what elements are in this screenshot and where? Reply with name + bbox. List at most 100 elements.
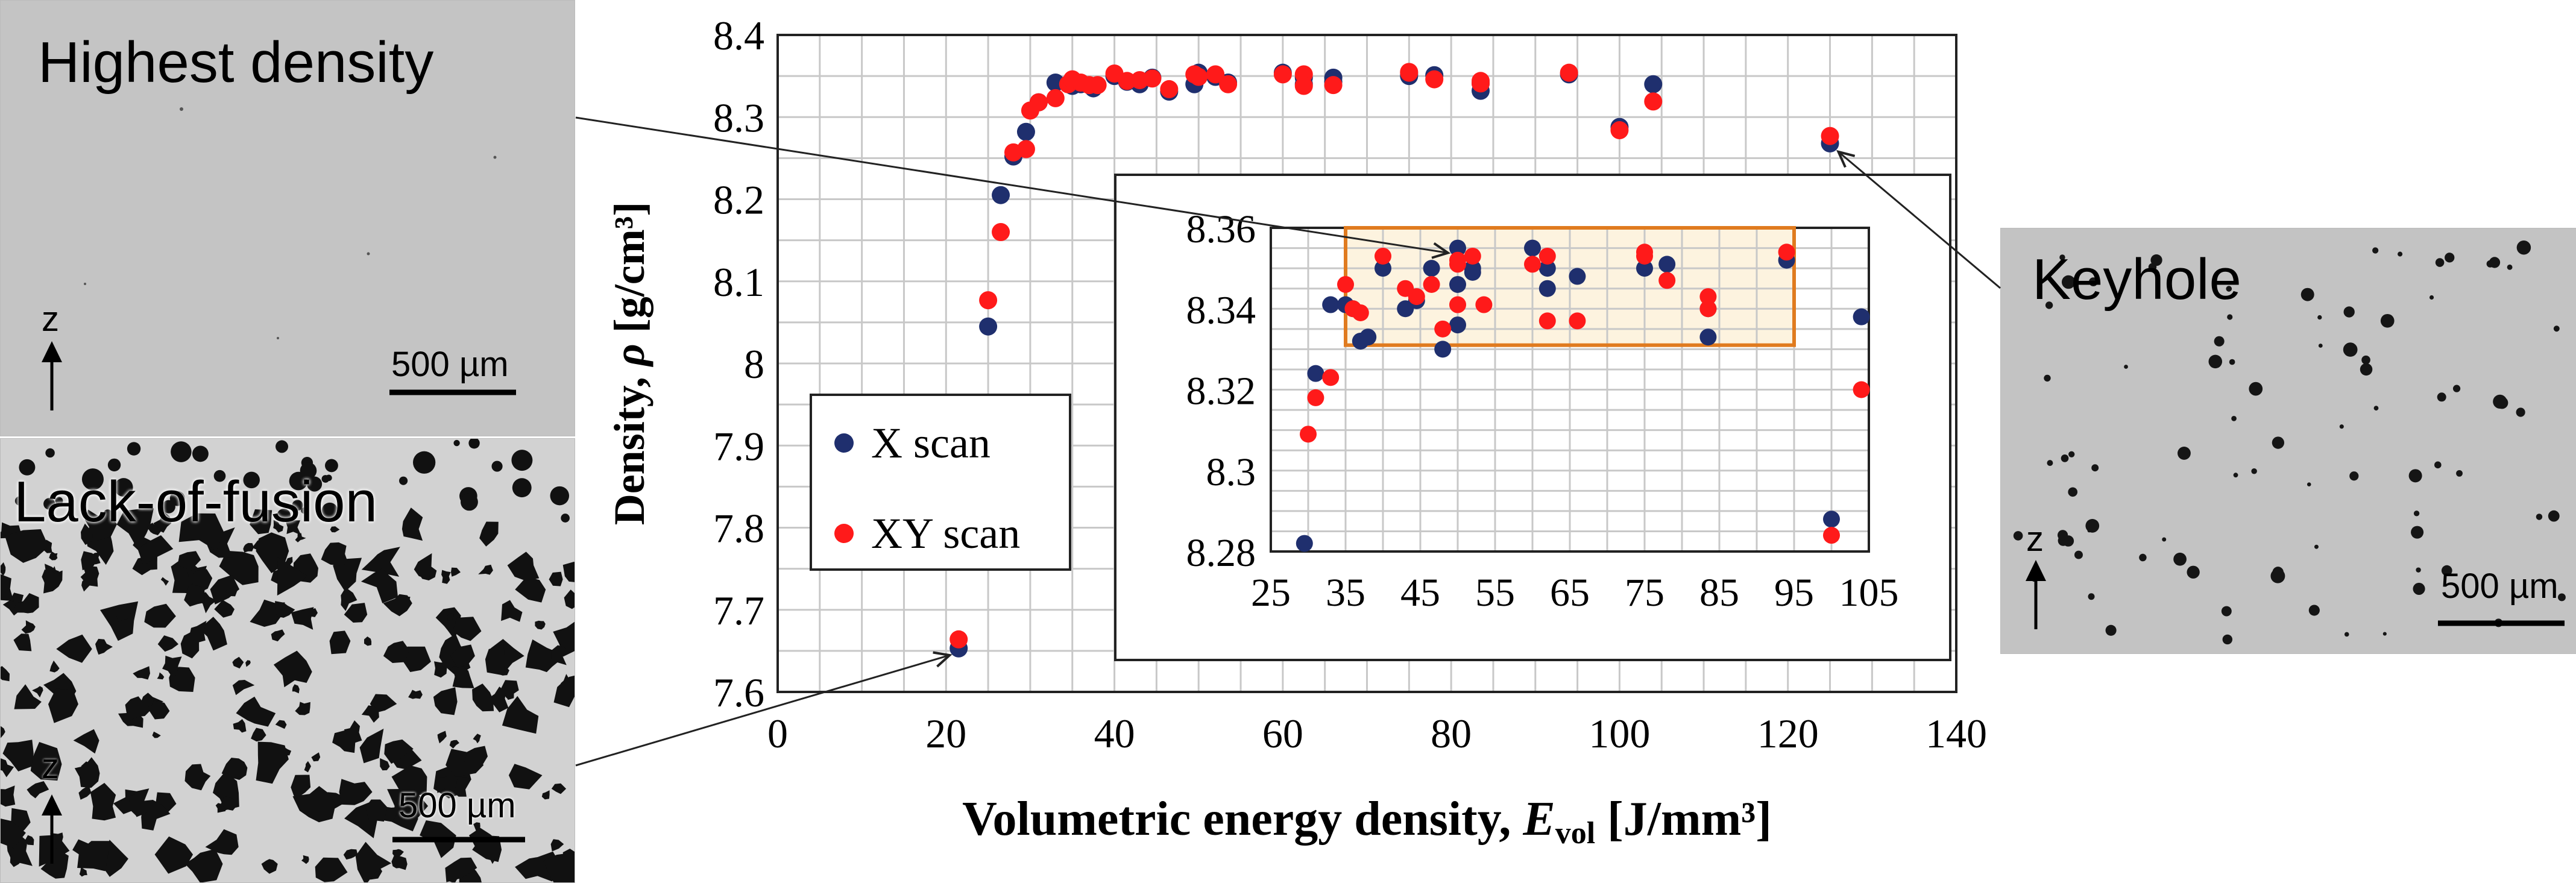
inset-point-x-scan (1464, 263, 1481, 281)
inset-point-xy-scan (1449, 296, 1466, 313)
lof-pore (250, 509, 272, 535)
inset-point-xy-scan (1423, 275, 1440, 293)
lof-pore (295, 533, 306, 542)
legend-marker-xy-scan (834, 524, 854, 543)
lof-pore (364, 636, 372, 646)
main-point-xy-scan (1425, 70, 1444, 89)
lof-pore (549, 571, 563, 586)
main-y-axis-title: Density, ρ [g/cm³] (605, 202, 653, 526)
lof-pore (449, 740, 459, 749)
lof-pore (451, 567, 461, 577)
lof-pore (535, 620, 546, 630)
micrograph-highest-texture (42, 72, 516, 410)
keyhole-pore (2361, 355, 2370, 365)
lof-pore (561, 514, 570, 523)
keyhole-pore (2088, 277, 2098, 287)
lof-pore (27, 781, 49, 799)
inset-point-x-scan (1296, 535, 1313, 552)
main-y-tick-label: 7.7 (713, 588, 764, 633)
lof-pore (214, 600, 235, 618)
lof-pore (315, 857, 348, 882)
main-point-x-scan (992, 186, 1010, 204)
inset-point-xy-scan (1853, 381, 1870, 398)
keyhole-pore (2178, 447, 2191, 460)
lof-pore (127, 442, 141, 456)
legend-box (810, 394, 1071, 571)
lof-pore (81, 551, 98, 570)
lof-pore (19, 459, 36, 476)
legend-label-x-scan: X scan (871, 419, 990, 467)
lof-pore (55, 497, 63, 505)
keyhole-pore (2091, 464, 2099, 472)
lof-pore (551, 645, 567, 665)
lof-pore (472, 683, 494, 712)
keyhole-pore (2445, 253, 2455, 263)
legend-label-xy-scan: XY scan (871, 509, 1020, 558)
keyhole-pore (2270, 568, 2285, 583)
inset-y-tick-label: 8.34 (1186, 288, 1256, 332)
lof-pore (42, 569, 63, 594)
lof-pore (479, 521, 499, 547)
lof-pore (295, 702, 310, 715)
inset-point-xy-scan (1636, 247, 1653, 265)
lof-pore (550, 486, 570, 506)
inset-point-x-scan (1434, 341, 1452, 358)
lof-pore (321, 475, 330, 483)
lof-pore (162, 655, 182, 680)
lof-pore (507, 551, 540, 581)
lof-pore (52, 566, 60, 574)
inset-point-x-scan (1699, 328, 1717, 346)
inset-x-tick-label: 95 (1774, 571, 1814, 615)
main-point-xy-scan (1472, 74, 1490, 93)
lof-pore (261, 859, 278, 874)
lof-pore (5, 529, 49, 563)
lof-pore (292, 500, 303, 511)
scale-label-keyhole: 500 µm (2441, 567, 2559, 606)
keyhole-pore (2187, 565, 2200, 579)
micrograph-keyhole: Keyhole 500 µm z (2000, 228, 2576, 654)
lof-pore (201, 617, 227, 651)
lof-pore (562, 561, 575, 582)
keyhole-pore (2435, 258, 2445, 267)
main-y-tick-label: 7.6 (713, 670, 764, 715)
lof-pore (1, 726, 5, 738)
keyhole-pore (2124, 365, 2128, 369)
lof-pore (478, 564, 493, 575)
keyhole-pore (2317, 315, 2322, 320)
keyhole-pore (2382, 632, 2387, 636)
lof-pore (402, 790, 417, 805)
keyhole-pore (2553, 325, 2560, 332)
x-title-var: E (1522, 793, 1555, 846)
main-y-tick-label: 7.8 (713, 506, 764, 551)
lof-pore (114, 478, 133, 497)
lof-pore (502, 696, 539, 734)
lof-pore (116, 508, 154, 550)
lof-pore (485, 644, 505, 676)
inset-x-tick-label: 85 (1699, 571, 1739, 615)
inset-point-x-scan (1658, 256, 1676, 273)
keyhole-pore (2150, 254, 2162, 266)
main-x-tick-label: 0 (767, 711, 788, 756)
lof-pore (233, 719, 247, 733)
inset-point-xy-scan (1408, 288, 1425, 306)
lof-pore (48, 688, 78, 723)
micrograph-lof-texture (1, 439, 575, 882)
lof-pore (383, 641, 410, 663)
lof-pore (301, 507, 307, 514)
main-point-xy-scan (949, 630, 968, 649)
lof-pore (13, 633, 32, 652)
main-point-xy-scan (979, 291, 998, 310)
lof-pore (157, 672, 165, 680)
keyhole-pore (2300, 288, 2314, 301)
main-point-xy-scan (1143, 69, 1162, 88)
inset-point-xy-scan (1434, 320, 1452, 338)
callout-keyhole-head (1836, 149, 1856, 168)
lof-pore (125, 696, 152, 721)
lof-pore (445, 857, 477, 882)
lof-pore (291, 775, 311, 800)
lof-pore (1, 819, 26, 849)
lof-pore (43, 498, 55, 510)
lof-pore (232, 656, 244, 669)
panel-title-highest-density: Highest density (38, 30, 434, 95)
lof-pore (210, 574, 240, 605)
